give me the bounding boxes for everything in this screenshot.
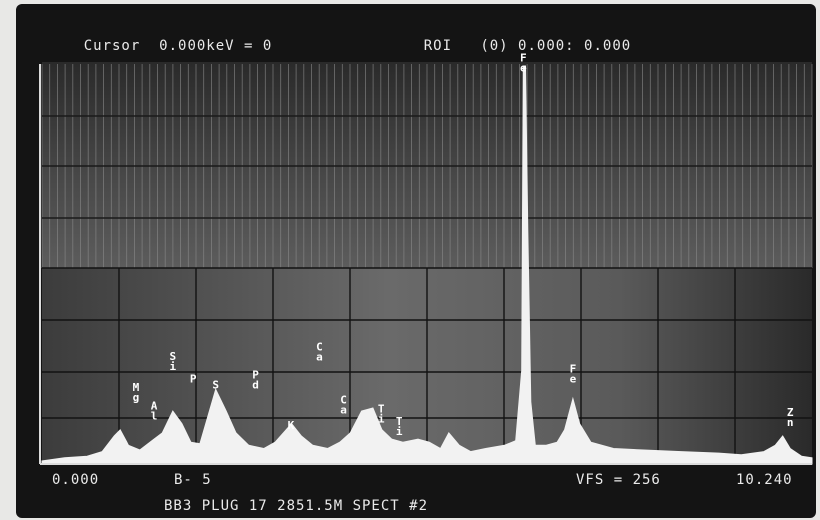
cursor-value: 0.000keV = 0 xyxy=(159,38,273,54)
grid-layer xyxy=(41,64,813,464)
roi-readout: ROI (0) 0.000: 0.000 xyxy=(386,22,631,70)
spectrum-trace xyxy=(41,65,813,465)
cursor-label: Cursor xyxy=(83,38,141,54)
peak-label: K xyxy=(288,419,295,432)
peak-label: P xyxy=(190,372,197,385)
peak-label: S xyxy=(212,378,219,391)
roi-value: (0) 0.000: 0.000 xyxy=(480,38,632,54)
trace-layer xyxy=(41,65,813,465)
x-axis-end-label: 10.240 xyxy=(736,472,793,488)
vfs-label: VFS = 256 xyxy=(576,472,661,488)
x-axis-start-label: 0.000 xyxy=(52,472,100,488)
spectrum-caption: BB3 PLUG 17 2851.5M SPECT #2 xyxy=(164,498,429,514)
cursor-readout: Cursor 0.000keV = 0 xyxy=(46,22,272,70)
roi-label: ROI xyxy=(423,38,453,54)
b-marker-label: B- 5 xyxy=(174,472,212,488)
